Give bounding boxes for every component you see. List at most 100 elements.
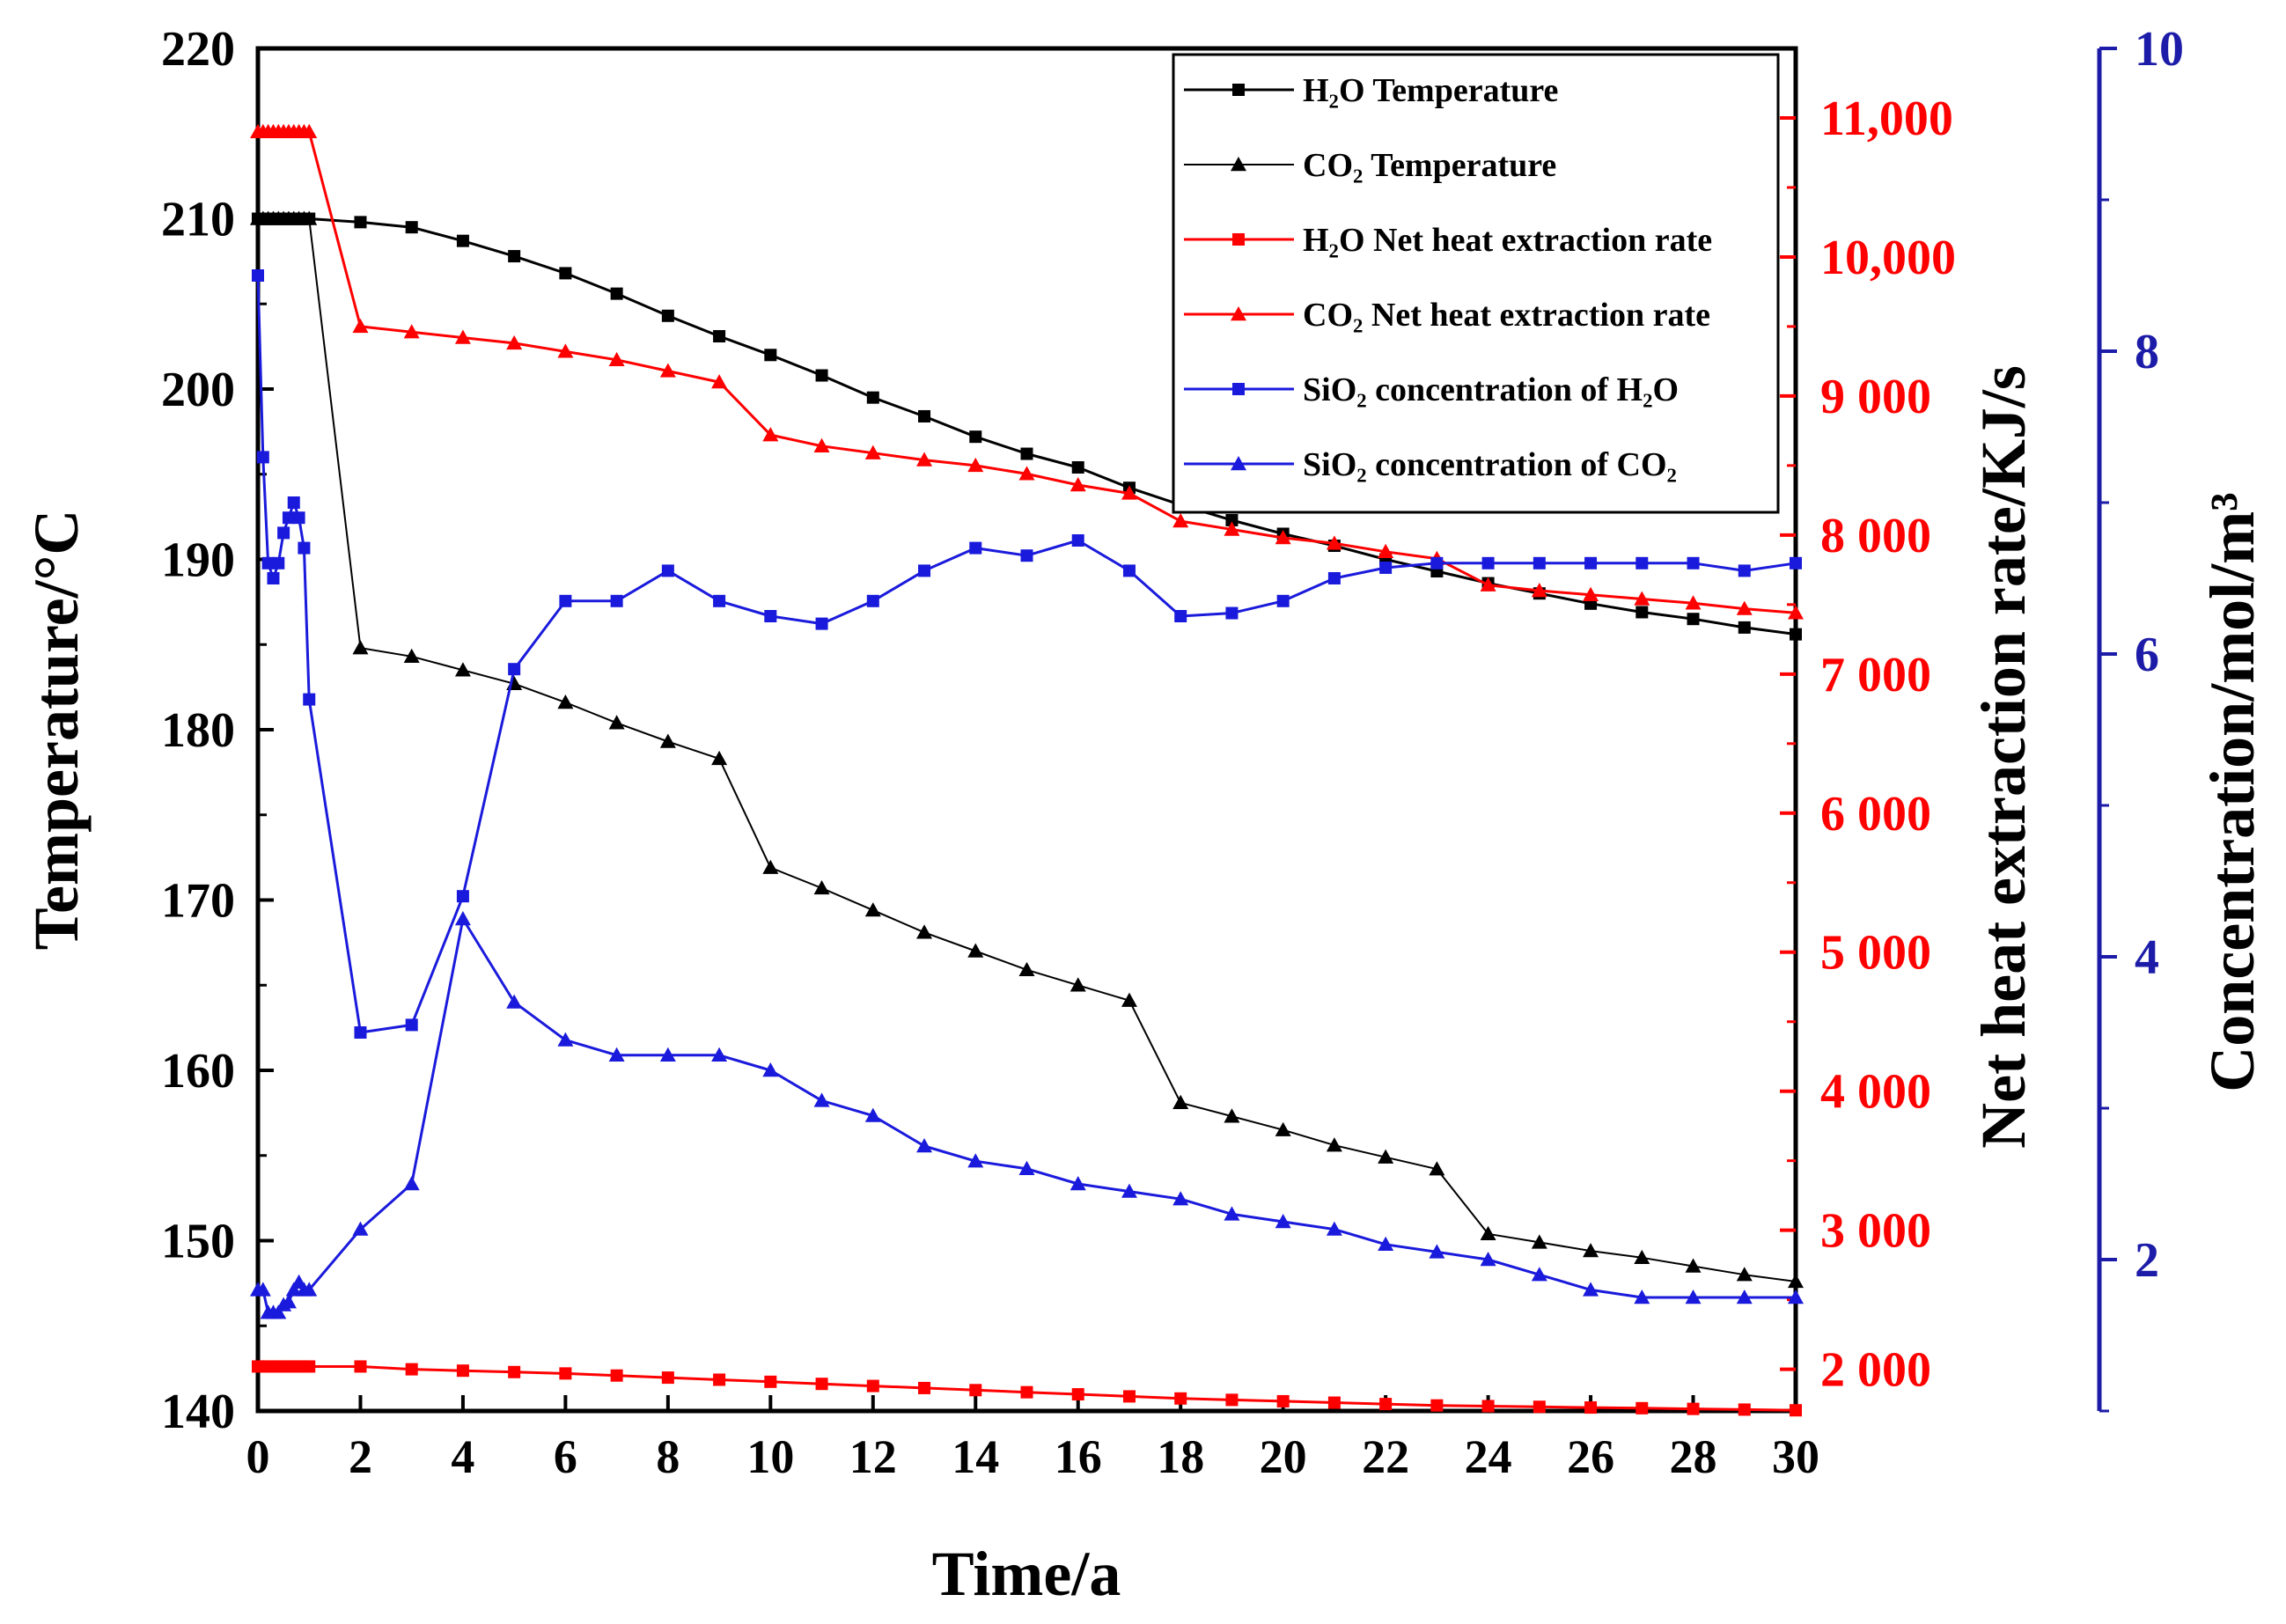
y-tick-label-heat-rate: 9 000: [1820, 370, 1931, 424]
data-point: [454, 329, 471, 344]
data-point: [918, 564, 931, 577]
data-point: [866, 1379, 879, 1393]
data-point: [916, 452, 933, 467]
data-point: [764, 1375, 777, 1388]
data-point: [1122, 564, 1136, 577]
data-point: [272, 556, 285, 570]
y-tick-label-temperature: 200: [161, 363, 235, 417]
y-tick-label-heat-rate: 10,000: [1820, 231, 1956, 285]
data-point: [354, 1026, 367, 1039]
data-point: [1275, 530, 1291, 545]
data-point: [659, 363, 676, 378]
data-point: [1430, 1399, 1444, 1412]
data-point: [403, 324, 420, 339]
legend-marker: [1232, 383, 1245, 395]
data-point: [1531, 1267, 1547, 1282]
y-tick-label-heat-rate: 11,000: [1820, 92, 1953, 146]
data-point: [1736, 1290, 1753, 1304]
x-tick-label: 28: [1670, 1430, 1717, 1483]
data-point: [967, 943, 984, 958]
y-axis-title-temperature: Temperature/°C: [21, 510, 92, 951]
data-point: [713, 1373, 726, 1386]
data-point: [1634, 1290, 1650, 1304]
data-point: [1687, 1402, 1700, 1415]
data-point: [405, 1018, 418, 1032]
y-tick-label-temperature: 220: [161, 22, 235, 77]
data-point: [1326, 1137, 1342, 1152]
y-tick-label-heat-rate: 6 000: [1820, 787, 1931, 841]
data-point: [557, 343, 574, 358]
y-tick-label-temperature: 160: [161, 1044, 235, 1099]
x-tick-label: 20: [1260, 1430, 1307, 1483]
y-tick-label-temperature: 150: [161, 1215, 235, 1269]
series-5: [250, 911, 1804, 1319]
data-point: [1121, 485, 1137, 500]
data-point: [1480, 1252, 1496, 1267]
data-point: [1379, 1398, 1393, 1411]
data-point: [1480, 1225, 1496, 1240]
data-point: [659, 733, 676, 748]
data-point: [711, 374, 728, 389]
x-tick-label: 14: [952, 1430, 999, 1483]
data-point: [1069, 476, 1086, 492]
data-point: [916, 1138, 933, 1153]
data-point: [1583, 1243, 1599, 1258]
data-point: [405, 221, 418, 234]
data-point: [1225, 513, 1239, 526]
data-point: [1121, 1183, 1137, 1198]
data-point: [1071, 1388, 1084, 1401]
data-point: [508, 663, 521, 676]
data-point: [352, 1221, 369, 1236]
data-point: [287, 496, 300, 509]
legend: H₂O Temperature CO₂ Temperature H₂O Net he…: [1172, 53, 1780, 514]
data-point: [918, 1381, 931, 1394]
x-tick-label: 8: [656, 1430, 680, 1483]
data-point: [1122, 1390, 1136, 1403]
data-point: [1174, 1392, 1187, 1405]
data-point: [280, 1294, 297, 1309]
data-point: [815, 617, 828, 630]
x-axis-title: Time/a: [932, 1539, 1121, 1609]
data-point: [1071, 534, 1084, 547]
data-point: [967, 1153, 984, 1168]
y-tick-label-temperature: 140: [161, 1385, 235, 1439]
x-tick-label: 24: [1465, 1430, 1512, 1483]
series-2: [252, 1360, 1802, 1417]
data-point: [267, 572, 280, 584]
data-point: [608, 715, 625, 730]
series-3: [250, 123, 1804, 620]
legend-label: CO₂ Net heat extraction rate: [1303, 297, 1710, 334]
data-point: [1275, 1214, 1291, 1229]
data-point: [661, 309, 674, 322]
data-point: [1685, 595, 1702, 610]
data-point: [1635, 1401, 1649, 1415]
y-tick-label-temperature: 190: [161, 533, 235, 588]
series-1: [250, 210, 1804, 1289]
data-point: [969, 541, 982, 555]
ticks-layer: 0 2 4 6 8 10 12 14 16 18 20 22 24 26 28 301401501601701…: [161, 22, 2184, 1483]
legend-marker: [1232, 84, 1245, 96]
data-point: [864, 445, 881, 459]
data-point: [282, 511, 295, 525]
legend-marker: [1232, 233, 1245, 246]
data-point: [764, 349, 777, 362]
legend-label: CO₂ Temperature: [1303, 147, 1556, 184]
data-point: [1276, 594, 1290, 607]
data-point: [1736, 1267, 1753, 1282]
data-point: [1018, 1160, 1035, 1175]
series-line: [256, 275, 1797, 1034]
data-point: [1172, 513, 1189, 528]
x-tick-label: 10: [746, 1430, 794, 1483]
data-point: [405, 1363, 418, 1376]
data-point: [1481, 556, 1495, 570]
data-point: [301, 1282, 318, 1297]
data-point: [508, 1365, 521, 1378]
data-point: [1584, 1401, 1598, 1415]
data-point: [608, 351, 625, 367]
data-point: [864, 902, 881, 917]
data-point: [301, 123, 318, 138]
data-point: [1275, 1121, 1291, 1136]
data-point: [1378, 1236, 1394, 1251]
data-point: [1738, 1403, 1751, 1416]
data-point: [1429, 1161, 1445, 1176]
